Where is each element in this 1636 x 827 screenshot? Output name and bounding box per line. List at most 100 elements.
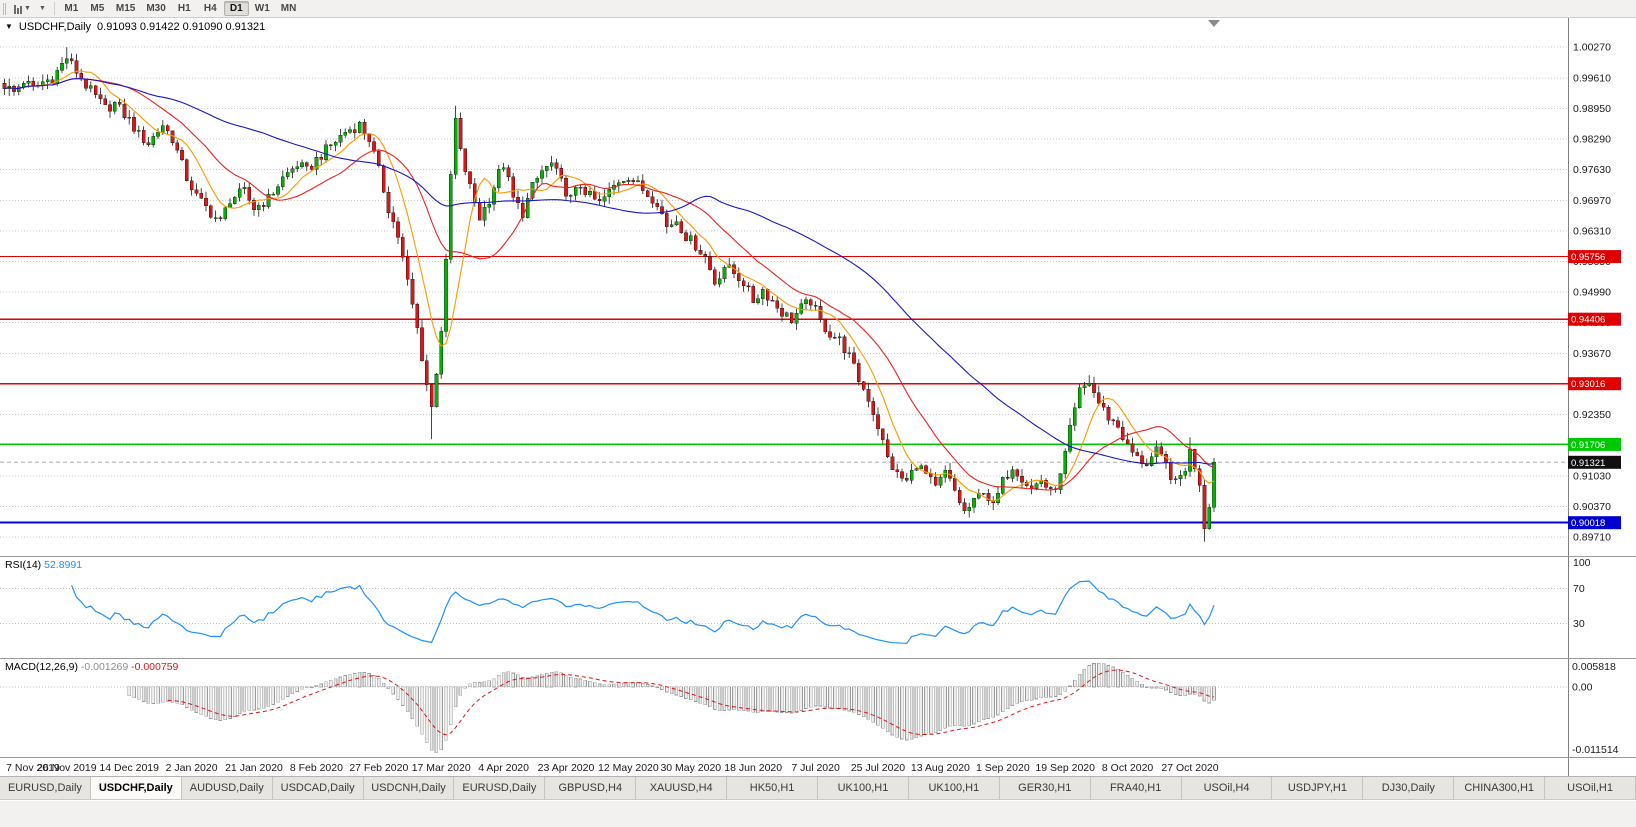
timeframe-toolbar: ▼ ▼ M1 M5 M15 M30 H1 H4 D1 W1 MN [0,0,1636,18]
axis-price-flag: 0.94406 [1568,312,1621,326]
grid-lines [0,46,1568,538]
macd-axis: 0.005818 0.00 -0.011514 [1572,661,1619,756]
svg-text:70: 70 [1573,583,1585,595]
timeframe-button-h1[interactable]: H1 [177,3,191,14]
timeframe-button-m15[interactable]: M15 [115,3,136,14]
svg-text:100: 100 [1573,557,1591,569]
svg-text:0.96970: 0.96970 [1573,195,1611,207]
chart-tab-usoil-h1[interactable]: USOil,H1 [1545,777,1636,799]
macd-panel[interactable]: 0.005818 0.00 -0.011514 MACD(12,26,9) -0.0… [0,658,1636,757]
rsi-canvas[interactable]: 100 70 30 [0,557,1636,658]
macd-canvas[interactable]: 0.005818 0.00 -0.011514 [0,659,1636,757]
chart-tab-china300-h1[interactable]: CHINA300,H1 [1454,777,1546,799]
svg-text:-0.011514: -0.011514 [1572,744,1619,756]
chart-symbol-period: USDCHF,Daily [18,21,92,33]
chart-tab-fra40-h1[interactable]: FRA40,H1 [1090,777,1182,799]
chart-tab-dj30-daily[interactable]: DJ30,Daily [1363,777,1455,799]
chart-title: ▼ USDCHF,Daily 0.91093 0.91422 0.91090 0… [5,21,265,33]
time-axis[interactable]: 7 Nov 2019 26 Nov 2019 14 Dec 2019 2 Jan 20… [0,757,1636,776]
macd-signal-value: -0.000759 [131,661,179,673]
svg-text:0.96310: 0.96310 [1573,225,1611,237]
chart-tab-usdchf-daily[interactable]: USDCHF,Daily [90,777,182,799]
chart-tab-usdcad-daily[interactable]: USDCAD,Daily [272,777,364,799]
timeframe-button-h4[interactable]: H4 [203,3,217,14]
chart-tab-eurusd-daily[interactable]: EURUSD,Daily [0,777,91,799]
status-bar [0,799,1636,827]
svg-text:0.90370: 0.90370 [1573,501,1611,513]
timeframe-button-w1[interactable]: W1 [254,3,270,14]
rsi-value: 52.8991 [44,559,83,571]
axis-price-flag: 0.95756 [1568,250,1621,264]
horizontal-object-lines[interactable] [0,256,1568,524]
svg-text:19 Sep 2020: 19 Sep 2020 [1035,762,1095,774]
rsi-axis: 100 70 30 [1573,557,1591,630]
svg-text:14 Dec 2019: 14 Dec 2019 [99,762,159,774]
timeframes-menu-button[interactable]: ▼ [35,1,50,16]
chevron-down-icon: ▼ [38,5,46,12]
svg-text:0.95756: 0.95756 [1571,252,1605,263]
svg-text:13 Aug 2020: 13 Aug 2020 [911,762,970,774]
chart-tab-eurusd-daily[interactable]: EURUSD,Daily [454,777,546,799]
timeframe-button-m30[interactable]: M30 [146,3,166,14]
chart-tab-usdcnh-daily[interactable]: USDCNH,Daily [363,777,455,799]
svg-text:0.92350: 0.92350 [1573,409,1611,421]
macd-label: MACD(12,26,9) -0.001269 -0.000759 [5,661,178,673]
svg-text:4 Apr 2020: 4 Apr 2020 [478,762,529,774]
toolbar-grip[interactable] [3,2,7,15]
svg-text:17 Mar 2020: 17 Mar 2020 [412,762,471,774]
svg-text:0.89710: 0.89710 [1573,532,1611,544]
svg-text:2 Jan 2020: 2 Jan 2020 [166,762,218,774]
chart-tabs-bar: EURUSD,Daily USDCHF,Daily AUDUSD,Daily USDC… [0,776,1636,799]
timeframe-button-m5[interactable]: M5 [90,3,105,14]
macd-name: MACD(12,26,9) [5,661,78,673]
svg-text:25 Jul 2020: 25 Jul 2020 [851,762,905,774]
price-chart-canvas[interactable]: 1.00270 0.99610 0.98950 0.98290 0.97630 0.969… [0,18,1636,556]
svg-text:0.005818: 0.005818 [1572,661,1616,673]
svg-text:7 Jul 2020: 7 Jul 2020 [791,762,840,774]
chart-tab-hk50-h1[interactable]: HK50,H1 [727,777,819,799]
svg-text:8 Feb 2020: 8 Feb 2020 [290,762,343,774]
axis-price-flag: 0.91706 [1568,437,1621,451]
rsi-label: RSI(14) 52.8991 [5,559,82,571]
svg-text:18 Jun 2020: 18 Jun 2020 [724,762,782,774]
svg-text:0.98290: 0.98290 [1573,134,1611,146]
rsi-panel[interactable]: 100 70 30 RSI(14) 52.8991 [0,556,1636,658]
chart-tab-usoil-h4[interactable]: USOil,H4 [1181,777,1273,799]
svg-text:0.91706: 0.91706 [1571,440,1605,451]
rsi-name: RSI(14) [5,559,42,571]
chart-tab-uk100-h1[interactable]: UK100,H1 [818,777,909,799]
svg-text:23 Apr 2020: 23 Apr 2020 [538,762,595,774]
one-click-trading-arrow-icon[interactable]: ▼ [5,22,13,31]
svg-text:0.99610: 0.99610 [1573,72,1611,84]
svg-text:0.94406: 0.94406 [1571,315,1605,326]
charts-menu-button[interactable]: ▼ [10,1,35,16]
timeframe-button-d1[interactable]: D1 [223,1,249,16]
axis-price-flag: 0.90018 [1568,516,1621,530]
svg-text:0.93016: 0.93016 [1571,379,1605,390]
macd-main-value: -0.001269 [80,661,129,673]
chart-tab-gbpusd-h4[interactable]: GBPUSD,H4 [545,777,637,799]
svg-text:1.00270: 1.00270 [1573,42,1611,54]
price-chart[interactable]: 1.00270 0.99610 0.98950 0.98290 0.97630 0.969… [0,18,1636,556]
chart-tab-audusd-daily[interactable]: AUDUSD,Daily [181,777,273,799]
chart-tab-ger30-h1[interactable]: GER30,H1 [999,777,1091,799]
svg-text:0.93670: 0.93670 [1573,348,1611,360]
axis-price-flag: 0.93016 [1568,377,1621,391]
macd-histogram [127,662,1216,754]
rsi-line [71,580,1215,644]
svg-text:0.91321: 0.91321 [1571,458,1605,469]
svg-text:7 Nov 2019: 7 Nov 2019 [6,762,60,774]
svg-text:0.91030: 0.91030 [1573,470,1611,482]
svg-text:0.90018: 0.90018 [1571,518,1605,529]
svg-text:26 Nov 2019: 26 Nov 2019 [37,762,97,774]
timeframe-button-mn[interactable]: MN [280,3,297,14]
chart-tab-uk100-h1[interactable]: UK100,H1 [908,777,1000,799]
chart-tab-xauusd-h4[interactable]: XAUUSD,H4 [636,777,728,799]
svg-text:1 Sep 2020: 1 Sep 2020 [976,762,1030,774]
timeframe-button-m1[interactable]: M1 [64,3,79,14]
chart-tab-usdjpy-h1[interactable]: USDJPY,H1 [1272,777,1364,799]
toolbar-separator [53,2,55,15]
